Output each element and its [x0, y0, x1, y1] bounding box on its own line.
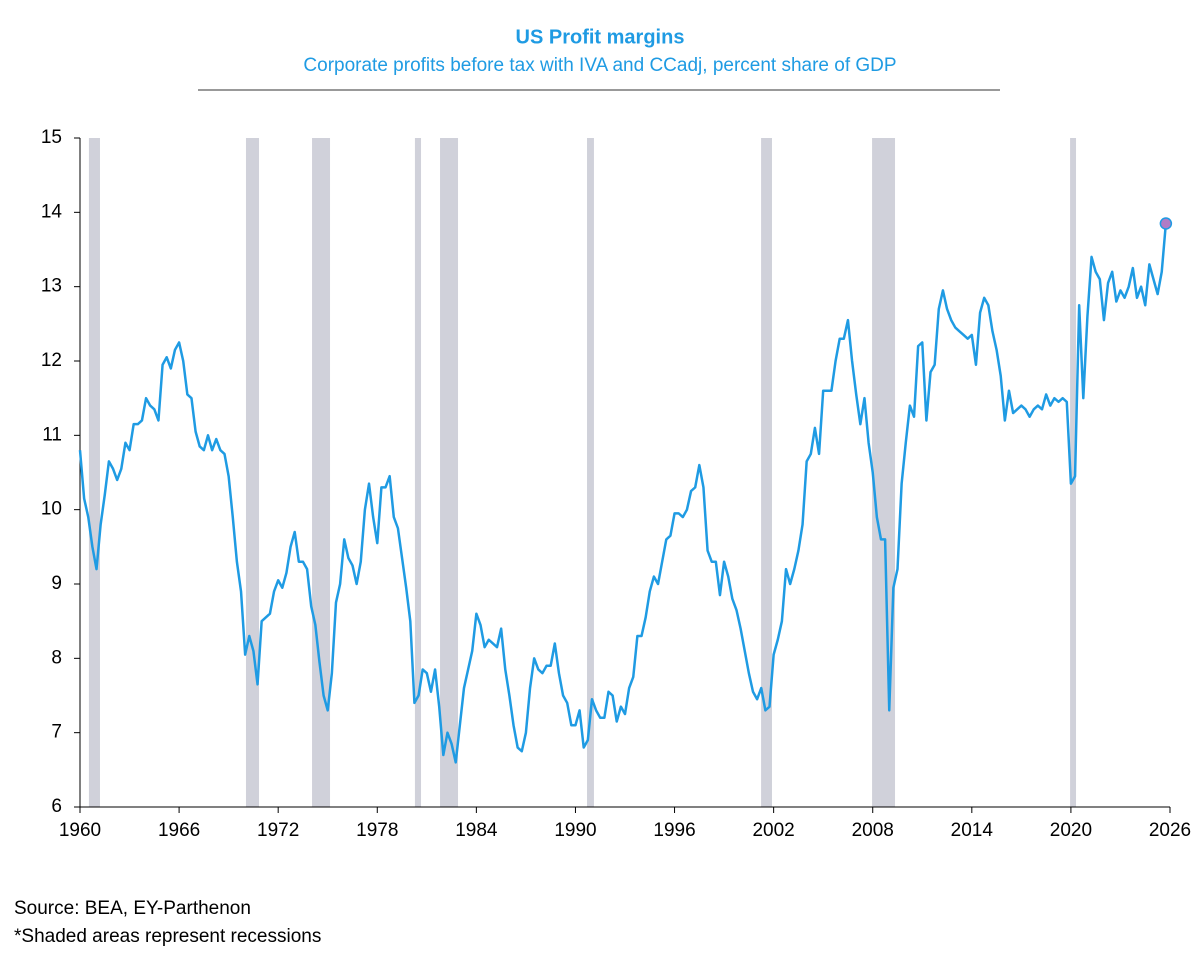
- x-tick-label: 2002: [752, 820, 794, 841]
- x-tick-label: 2014: [951, 820, 994, 841]
- recession-note: *Shaded areas represent recessions: [14, 926, 321, 947]
- recession-band: [872, 138, 896, 807]
- chart-title: US Profit margins: [516, 26, 685, 48]
- last-point: [1159, 217, 1173, 230]
- recession-band: [414, 138, 422, 807]
- source-note: Source: BEA, EY-Parthenon: [14, 898, 251, 919]
- y-tick-label: 7: [51, 722, 62, 743]
- y-tick-label: 9: [51, 573, 62, 594]
- recession-band: [440, 138, 459, 807]
- x-tick-label: 1960: [59, 820, 101, 841]
- x-tick-label: 1984: [455, 820, 498, 841]
- x-tick-label: 1978: [356, 820, 398, 841]
- chart-subtitle: Corporate profits before tax with IVA an…: [303, 55, 896, 76]
- x-tick-label: 2020: [1050, 820, 1092, 841]
- y-tick-label: 8: [51, 647, 62, 668]
- y-tick-label: 11: [42, 424, 62, 445]
- y-tick-label: 15: [41, 127, 62, 148]
- x-tick-label: 1966: [158, 820, 200, 841]
- y-tick-label: 14: [41, 201, 63, 222]
- x-tick-label: 1990: [554, 820, 596, 841]
- recession-band: [587, 138, 594, 807]
- recession-band: [1070, 138, 1077, 807]
- x-tick-label: 1996: [653, 820, 695, 841]
- x-tick-label: 2026: [1149, 820, 1191, 841]
- recession-band: [761, 138, 772, 807]
- y-tick-label: 6: [51, 796, 62, 817]
- recession-band: [88, 138, 100, 807]
- y-tick-label: 10: [41, 499, 62, 520]
- recession-band: [245, 138, 260, 807]
- x-tick-label: 2008: [852, 820, 894, 841]
- data-line: [78, 223, 1168, 764]
- y-tick-label: 12: [41, 350, 62, 371]
- y-tick-label: 13: [41, 276, 62, 297]
- x-tick-label: 1972: [257, 820, 299, 841]
